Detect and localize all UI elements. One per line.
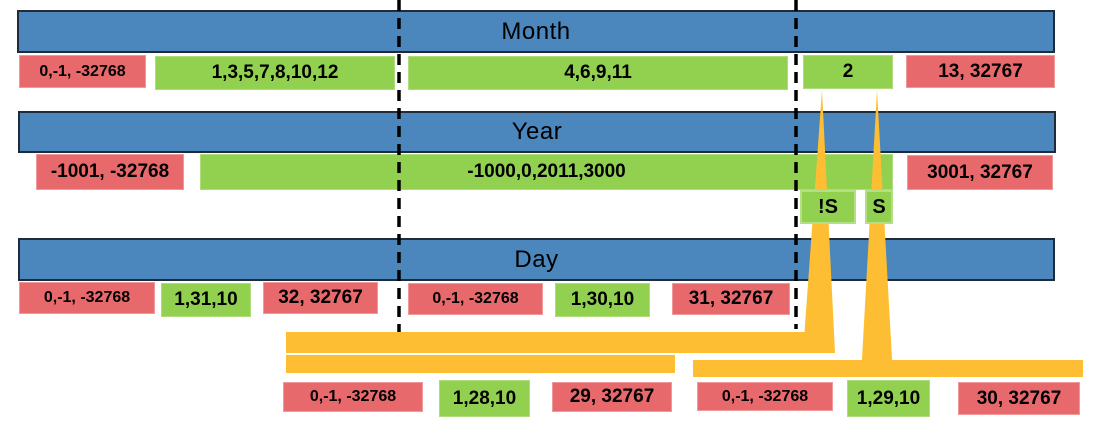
- day29-class-invalid-low: 0,-1, -32768: [697, 382, 833, 411]
- connector-bar-bottom-right: [693, 360, 1083, 377]
- day31-class-valid: 1,31,10: [161, 283, 251, 317]
- year-class-valid: -1000,0,2011,3000: [200, 154, 893, 190]
- month-class-invalid-high: 13, 32767: [906, 55, 1055, 88]
- day29-class-invalid-high: 30, 32767: [958, 382, 1080, 415]
- day28-class-valid: 1,28,10: [439, 380, 530, 417]
- year-class-invalid-low: -1001, -32768: [36, 154, 184, 190]
- day30-class-invalid-low: 0,-1, -32768: [408, 283, 543, 315]
- leap-box: S: [865, 190, 893, 224]
- month-bar-title: Month: [501, 17, 571, 45]
- day29-class-valid: 1,29,10: [847, 380, 930, 417]
- day31-class-invalid-high: 32, 32767: [263, 282, 378, 314]
- year-class-invalid-high: 3001, 32767: [907, 155, 1053, 190]
- day31-class-invalid-low: 0,-1, -32768: [19, 282, 155, 314]
- day30-class-valid: 1,30,10: [555, 283, 650, 317]
- connector-bar-bottom-left: [286, 355, 675, 373]
- connector-bar-top: [286, 332, 833, 353]
- year-bar-title: Year: [511, 118, 563, 145]
- not-leap-box: !S: [800, 190, 856, 224]
- year-bar: Year: [18, 111, 1056, 153]
- month-class-february: 2: [803, 55, 893, 89]
- month-class-invalid-low: 0,-1, -32768: [19, 55, 146, 88]
- day30-class-invalid-high: 31, 32767: [672, 283, 790, 315]
- day-bar: Day: [18, 238, 1055, 281]
- day-bar-title: Day: [514, 245, 559, 273]
- day28-class-invalid-low: 0,-1, -32768: [283, 382, 423, 412]
- day28-class-invalid-high: 29, 32767: [552, 382, 672, 412]
- month-bar: Month: [17, 10, 1055, 53]
- month-class-30-day-months: 4,6,9,11: [408, 56, 788, 90]
- month-class-31-day-months: 1,3,5,7,8,10,12: [155, 56, 395, 90]
